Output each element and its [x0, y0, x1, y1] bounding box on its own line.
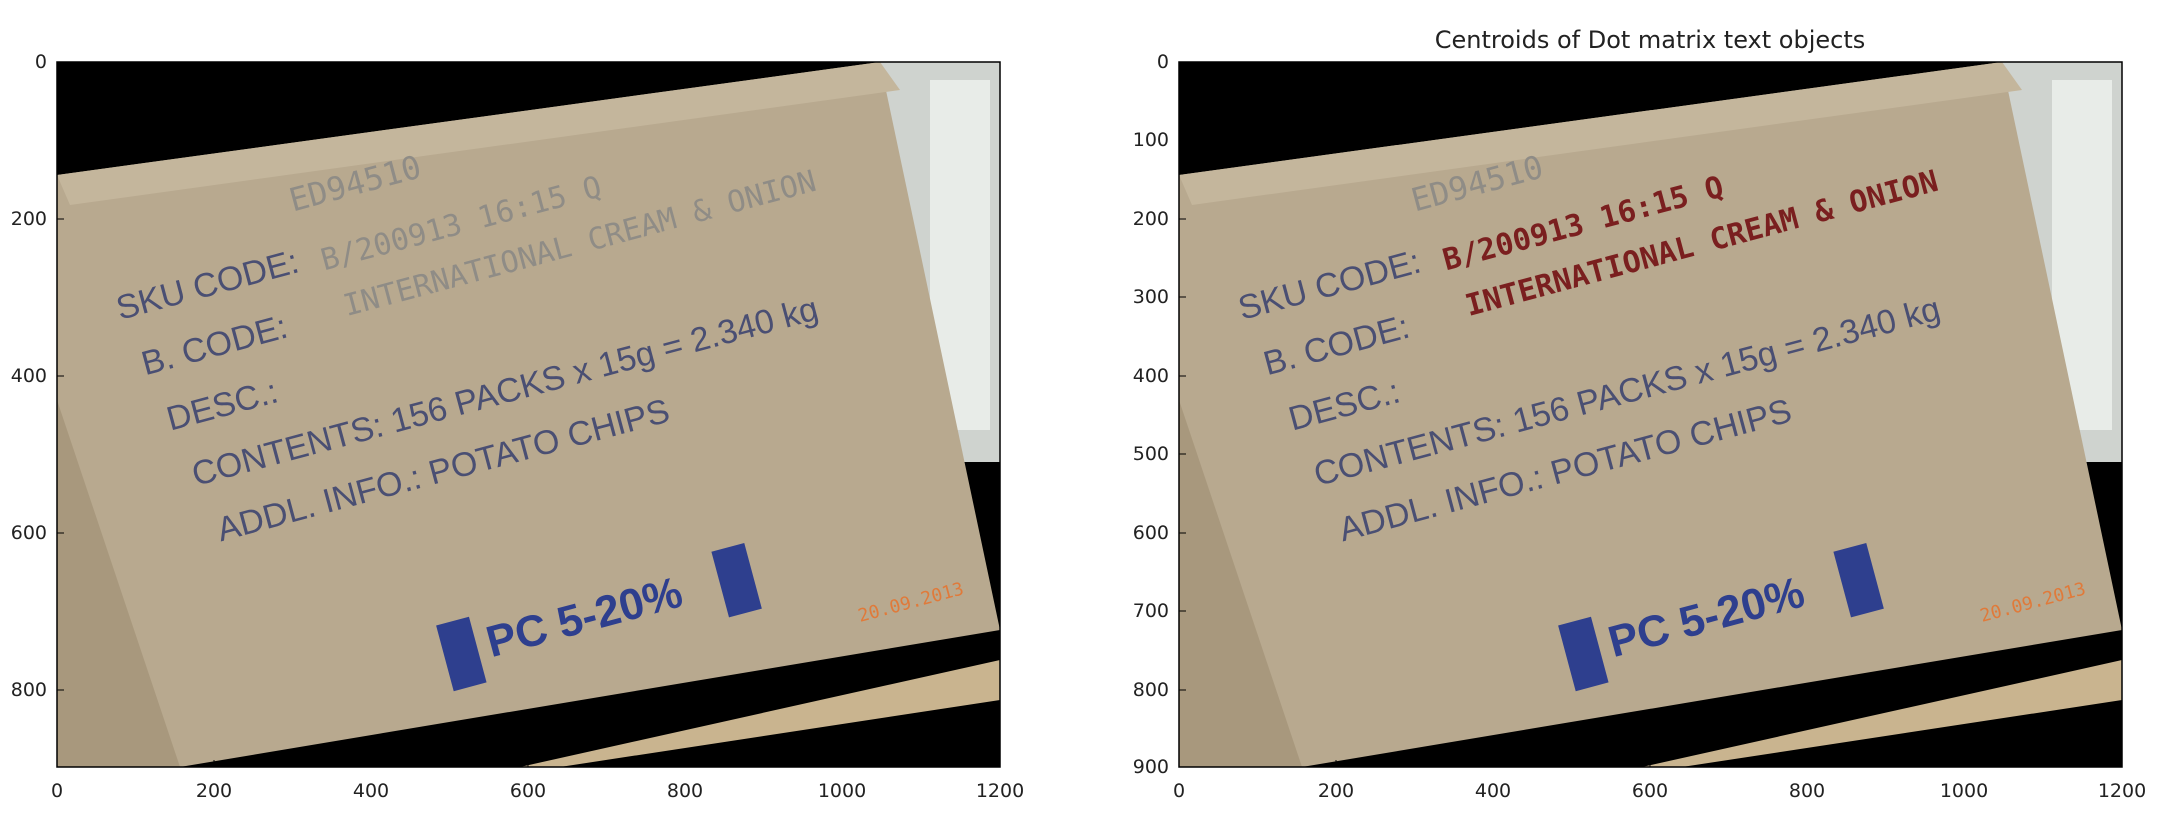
- right-box-top-edge: [1179, 62, 2022, 205]
- right-y-tick-label: 300: [1133, 286, 1169, 308]
- right-x-tick-label: 600: [1632, 780, 1668, 802]
- right-x-axis: 0 200 400 600 800 1000 1200: [1173, 760, 2146, 802]
- left-y-axis: 0 200 400 600 800: [11, 51, 64, 701]
- right-x-tick-label: 200: [1318, 780, 1354, 802]
- right-y-tick-label: 200: [1133, 208, 1169, 230]
- left-x-tick-label: 0: [51, 780, 63, 802]
- right-pallet: [1642, 660, 2122, 767]
- right-y-tick-label: 900: [1133, 756, 1169, 778]
- left-y-tick-label: 400: [11, 365, 47, 387]
- left-x-tick-label: 600: [510, 780, 546, 802]
- left-cardboard-box: [57, 62, 1000, 767]
- left-x-axis: 0 200 400 600 800 1000 1200: [51, 760, 1024, 802]
- left-x-tick-label: 1000: [818, 780, 866, 802]
- left-box-top-edge: [57, 62, 900, 205]
- left-plot: ED94510 SKU CODE: B. CODE: DESC.: CONTEN…: [11, 51, 1024, 802]
- right-plot-title: Centroids of Dot matrix text objects: [1435, 26, 1866, 54]
- right-y-tick-label: 700: [1133, 600, 1169, 622]
- left-y-tick-label: 600: [11, 522, 47, 544]
- right-x-tick-label: 1200: [2098, 780, 2146, 802]
- left-box-side: [57, 400, 180, 767]
- right-x-tick-label: 0: [1173, 780, 1185, 802]
- right-y-tick-label: 100: [1133, 129, 1169, 151]
- right-x-tick-label: 400: [1475, 780, 1511, 802]
- right-y-tick-label: 800: [1133, 679, 1169, 701]
- right-plot: Centroids of Dot matrix text objects ED9…: [1133, 26, 2146, 802]
- right-x-tick-label: 1000: [1940, 780, 1988, 802]
- left-y-tick-label: 0: [35, 51, 47, 73]
- right-cardboard-box: [1179, 62, 2122, 767]
- right-panel: Centroids of Dot matrix text objects ED9…: [1080, 0, 2160, 838]
- right-y-tick-label: 500: [1133, 443, 1169, 465]
- right-x-tick-label: 800: [1789, 780, 1825, 802]
- right-y-tick-label: 600: [1133, 522, 1169, 544]
- right-y-tick-label: 400: [1133, 365, 1169, 387]
- right-y-tick-label: 0: [1157, 51, 1169, 73]
- left-photo: ED94510 SKU CODE: B. CODE: DESC.: CONTEN…: [57, 62, 1000, 767]
- left-x-tick-label: 1200: [976, 780, 1024, 802]
- left-y-tick-label: 800: [11, 679, 47, 701]
- left-x-tick-label: 400: [353, 780, 389, 802]
- left-pallet: [520, 660, 1000, 767]
- right-photo: ED94510 SKU CODE: B. CODE: DESC.: CONTEN…: [1179, 62, 2122, 767]
- left-x-tick-label: 200: [196, 780, 232, 802]
- right-y-axis: 0 100 200 300 400 500 600 700 800 900: [1133, 51, 1186, 778]
- left-x-tick-label: 800: [667, 780, 703, 802]
- left-y-tick-label: 200: [11, 208, 47, 230]
- right-box-side: [1179, 400, 1302, 767]
- left-panel: ED94510 SKU CODE: B. CODE: DESC.: CONTEN…: [11, 51, 1024, 802]
